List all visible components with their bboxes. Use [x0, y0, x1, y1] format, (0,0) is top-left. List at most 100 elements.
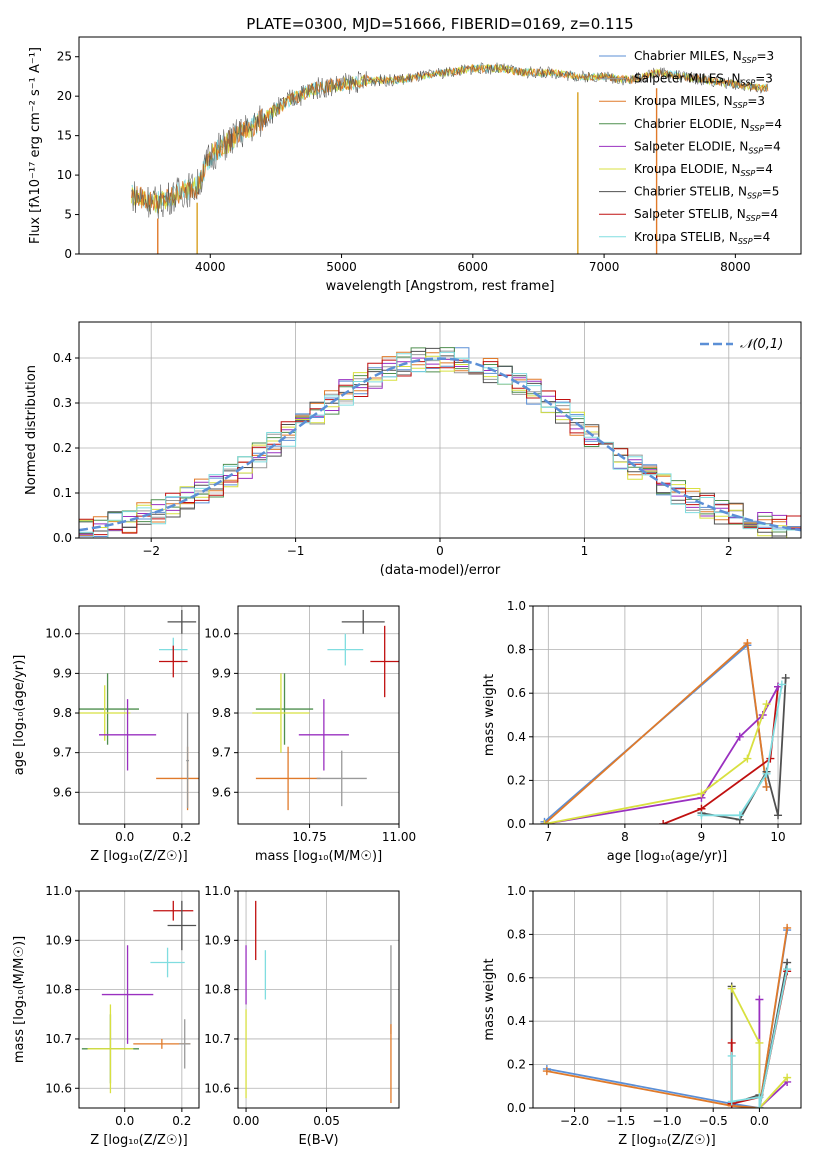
y-tick-label: 9.8	[53, 706, 72, 720]
y-tick-label: 10.6	[45, 1081, 72, 1095]
y-axis-label: mass weight	[482, 958, 497, 1040]
legend-value: =4	[753, 230, 771, 244]
panel-3: 10.75 11.00 9.6 9.7 9.8 9.9 10.0 mass [log₁₀(M/…	[204, 605, 416, 864]
gaussian-curve	[79, 357, 801, 532]
legend-label: Kroupa STELIB, NSSP=4	[634, 230, 770, 246]
legend-subscript: SSP	[741, 169, 756, 178]
x-axis-label: (data-model)/error	[380, 563, 501, 578]
series-marker-salpeter_elodie	[735, 732, 744, 741]
y-tick-label: 20	[57, 89, 72, 103]
y-tick-label: 0.4	[507, 1014, 526, 1028]
x-tick-label: 10	[770, 830, 785, 844]
x-tick-label: 9	[698, 830, 706, 844]
legend-label: Kroupa MILES, NSSP=3	[634, 94, 765, 110]
series-marker-kroupa_stelib	[755, 1104, 764, 1108]
series-marker-kroupa_miles	[783, 923, 792, 932]
y-tick-label: 9.9	[53, 666, 72, 680]
axes-frame	[78, 890, 200, 1109]
panel-5: 0.0 0.2 10.6 10.7 10.8 10.9 11.0 Z [log₁₀(Z/Z☉)…	[12, 884, 200, 1148]
y-tick-label: 0.2	[53, 441, 72, 455]
y-tick-label: 10.6	[204, 1081, 231, 1095]
axes-frame	[78, 36, 802, 255]
y-axis-label: mass weight	[482, 674, 497, 756]
legend-subscript: SSP	[733, 101, 748, 110]
x-tick-label: 8000	[720, 260, 751, 274]
y-tick-label: 10.0	[45, 627, 72, 641]
legend-subscript: SSP	[741, 79, 756, 88]
y-tick-label: 10.7	[204, 1032, 231, 1046]
y-axis-label: Flux [fλ10⁻¹⁷ erg cm⁻² s⁻¹ A⁻¹]	[28, 47, 43, 244]
x-tick-label: 6000	[458, 260, 489, 274]
y-tick-label: 0.6	[507, 686, 526, 700]
x-tick-label: 0.0	[115, 830, 134, 844]
y-tick-label: 10.9	[204, 933, 231, 947]
y-tick-label: 9.7	[53, 746, 72, 760]
legend-label: Salpeter STELIB, NSSP=4	[634, 207, 778, 223]
series-marker-kroupa_elodie	[727, 984, 736, 993]
panel-6: 0.00 0.05 10.6 10.7 10.8 10.9 11.0 E(B-V)	[204, 884, 400, 1148]
series-marker-chabrier_stelib	[781, 673, 790, 682]
legend-subscript: SSP	[738, 237, 753, 246]
legend-subscript: SSP	[742, 56, 757, 65]
y-tick-label: 0	[64, 247, 72, 261]
legend-label-gaussian: 𝒩(0,1)	[740, 337, 783, 352]
plot-layer: 4000 5000 6000 7000 80000510152025wavelength…	[12, 36, 802, 1148]
x-tick-label: 0.00	[233, 1114, 260, 1128]
x-tick-label: 10.75	[292, 830, 326, 844]
legend-value: =4	[763, 139, 781, 153]
legend-subscript: SSP	[748, 146, 763, 155]
y-tick-label: 1.0	[507, 884, 526, 898]
x-axis-label: wavelength [Angstrom, rest frame]	[326, 279, 555, 294]
legend-value: =5	[762, 185, 780, 199]
x-tick-label: 1	[581, 544, 589, 558]
x-axis-label: Z [log₁₀(Z/Z☉)]	[90, 849, 187, 864]
y-tick-label: 0.4	[507, 730, 526, 744]
plot-area	[131, 61, 769, 254]
y-tick-label: 10	[57, 168, 72, 182]
plot-area	[245, 900, 392, 1104]
plot-area	[79, 347, 801, 538]
x-tick-label: −2.0	[560, 1114, 589, 1128]
histogram-kroupa_stelib	[79, 351, 801, 538]
y-tick-label: 1.0	[507, 599, 526, 613]
axes-frame	[532, 890, 802, 1109]
legend-text: Salpeter MILES, N	[634, 72, 741, 86]
series-marker-kroupa_miles	[542, 1067, 551, 1076]
y-tick-label: 11.0	[45, 884, 72, 898]
y-tick-label: 0.2	[507, 1058, 526, 1072]
x-axis-label: Z [log₁₀(Z/Z☉)]	[90, 1133, 187, 1148]
series-marker-kroupa_miles	[743, 639, 752, 648]
plot-area	[252, 609, 399, 811]
x-tick-label: 5000	[326, 260, 357, 274]
series-marker-salpeter_elodie	[755, 995, 764, 1004]
legend-label: Salpeter MILES, NSSP=3	[634, 72, 773, 88]
legend-text: Salpeter ELODIE, N	[634, 139, 748, 153]
legend-value: =3	[755, 72, 773, 86]
panel-7: −2.0 −1.5 −1.0 −0.5 0.0 0.0 0.2 0.4 0.6 0.8 1.0 Z […	[482, 884, 802, 1148]
y-tick-label: 0.0	[53, 531, 72, 545]
y-tick-label: 9.7	[212, 746, 231, 760]
y-tick-label: 10.0	[204, 627, 231, 641]
series-marker-kroupa_stelib	[727, 1097, 736, 1106]
x-tick-label: 0.2	[172, 1114, 191, 1128]
series-marker-kroupa_miles	[762, 782, 771, 791]
y-tick-label: 9.6	[212, 785, 231, 799]
panel-2: 0.0 0.2 9.6 9.7 9.8 9.9 10.0 Z [log₁₀(Z/Z☉)] age…	[12, 605, 200, 864]
x-tick-label: −0.5	[699, 1114, 728, 1128]
legend-label: Salpeter ELODIE, NSSP=4	[634, 139, 781, 155]
x-tick-label: 0	[436, 544, 444, 558]
x-tick-label: −1	[287, 544, 305, 558]
series-marker-kroupa_stelib	[755, 1093, 764, 1102]
y-tick-label: 0.1	[53, 486, 72, 500]
y-axis-label: mass [log₁₀(M/M☉)]	[12, 936, 27, 1063]
series-line-salpeter_elodie	[758, 999, 788, 1108]
axes-frame	[532, 605, 802, 825]
x-tick-label: −2	[142, 544, 160, 558]
y-tick-label: 9.8	[212, 706, 231, 720]
series-line-kroupa_miles	[543, 641, 768, 824]
y-tick-label: 0.4	[53, 351, 72, 365]
x-tick-label: 7	[544, 830, 552, 844]
legend-label: Chabrier MILES, NSSP=3	[634, 49, 774, 65]
series-line-kroupa_miles	[546, 927, 788, 1108]
